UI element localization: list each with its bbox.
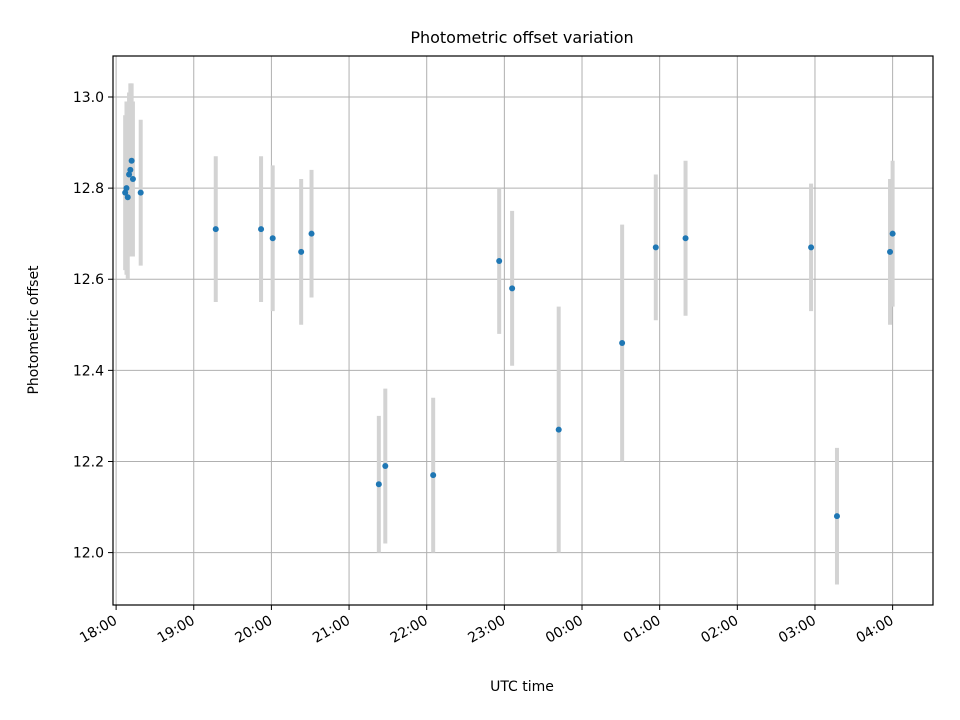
- x-tick-label: 01:00: [621, 613, 664, 647]
- x-tick-label: 00:00: [543, 613, 586, 647]
- data-point: [308, 230, 315, 237]
- data-point: [889, 230, 896, 237]
- x-tick-label: 19:00: [155, 613, 198, 647]
- data-point: [619, 340, 626, 347]
- data-point: [375, 481, 382, 488]
- data-point: [126, 171, 133, 178]
- data-point: [298, 248, 305, 255]
- y-axis-label: Photometric offset: [26, 265, 42, 395]
- error-bars: [123, 83, 895, 585]
- data-point: [496, 258, 503, 265]
- data-point: [122, 189, 129, 196]
- y-tick-label: 12.4: [73, 363, 104, 379]
- data-point: [269, 235, 276, 242]
- x-tick-label: 22:00: [388, 613, 431, 647]
- x-tick-label: 21:00: [310, 613, 353, 647]
- chart-title: Photometric offset variation: [410, 28, 633, 47]
- x-tick-label: 23:00: [465, 613, 508, 647]
- x-tick-label: 20:00: [232, 613, 275, 647]
- y-tick-label: 12.6: [73, 272, 104, 288]
- x-tick-label: 03:00: [776, 613, 819, 647]
- x-axis-label: UTC time: [490, 679, 554, 695]
- y-tick-label: 13.0: [73, 90, 104, 106]
- x-tick-label: 18:00: [77, 613, 120, 647]
- data-point: [137, 189, 144, 196]
- plot-frame: [112, 55, 934, 606]
- data-point: [127, 166, 134, 173]
- data-point: [382, 463, 389, 470]
- data-point: [887, 248, 894, 255]
- data-point: [808, 244, 815, 251]
- y-axis: 12.0 12.2 12.4 12.6 12.8 13.0: [73, 90, 113, 562]
- data-point: [124, 194, 131, 201]
- data-point: [430, 472, 437, 479]
- data-point: [833, 513, 840, 520]
- data-point: [128, 157, 135, 164]
- data-point: [555, 426, 562, 433]
- y-tick-label: 12.0: [73, 546, 104, 562]
- y-tick-label: 12.2: [73, 454, 104, 470]
- x-tick-label: 04:00: [854, 613, 897, 647]
- x-tick-label: 02:00: [698, 613, 741, 647]
- data-point: [509, 285, 516, 292]
- data-points: [122, 157, 896, 520]
- data-point: [652, 244, 659, 251]
- data-point: [123, 185, 130, 192]
- data-point: [212, 226, 219, 233]
- data-point: [258, 226, 265, 233]
- x-axis: 18:00 19:00 20:00 21:00 22:00 23:00 00:00 01:00…: [77, 605, 897, 647]
- y-tick-label: 12.8: [73, 181, 104, 197]
- data-point: [129, 176, 136, 183]
- grid-lines: [113, 56, 933, 605]
- data-point: [682, 235, 689, 242]
